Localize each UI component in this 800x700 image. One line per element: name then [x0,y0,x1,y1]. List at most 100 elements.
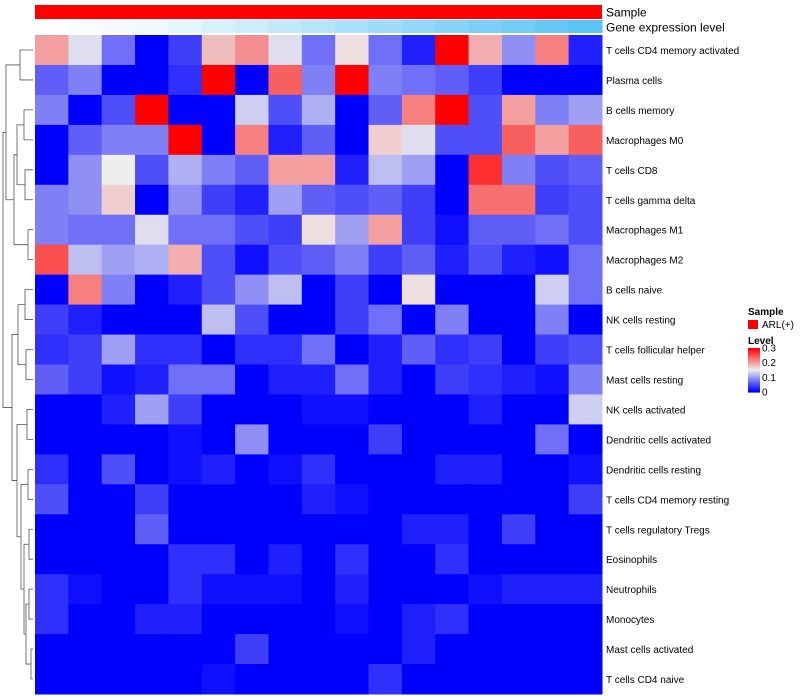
heatmap-cell [435,274,470,306]
legend-sample-swatch [748,320,758,329]
heatmap-cell [168,154,203,186]
heatmap-cell [135,514,169,545]
heatmap-cell [101,94,136,126]
heatmap-cell [301,544,336,575]
heatmap-cell [501,154,536,186]
heatmap-cell [368,184,403,216]
heatmap-cell [435,484,470,515]
heatmap-cell [401,634,436,665]
heatmap-cell [235,35,269,66]
heatmap-cell [168,544,203,575]
dendrogram-branch [26,409,33,440]
heatmap-cell [401,124,436,156]
heatmap-cell [568,394,603,425]
heatmap-cell [468,544,503,575]
heatmap-cell [335,35,370,66]
legend-gradient-step [748,357,760,360]
legend-gradient-step [748,387,760,390]
annotation-cell-expression [568,20,603,33]
legend-sample-title: Sample [748,307,784,318]
heatmap-cell [468,364,503,395]
heatmap-cell [68,484,103,515]
heatmap-cell [268,35,303,66]
heatmap-cell [301,184,336,216]
legend-gradient-step [748,351,760,353]
heatmap-cell [535,634,570,665]
row-label: Dendritic cells resting [606,465,701,476]
heatmap-cell [101,64,136,96]
legend-gradient-step [748,378,760,381]
heatmap-cells [35,35,603,695]
heatmap-cell [35,214,69,246]
heatmap-cell [35,334,69,365]
heatmap-cell [368,484,403,515]
heatmap-cell [335,424,370,455]
heatmap-cell [68,35,103,66]
heatmap-cell [268,334,303,365]
heatmap-cell [135,424,169,455]
heatmap-cell [101,514,136,545]
heatmap-cell [401,544,436,575]
heatmap-cell [235,394,269,425]
legend-gradient-step [748,360,760,362]
heatmap-cell [301,35,336,66]
heatmap-cell [101,664,136,695]
heatmap-cell [368,154,403,186]
heatmap-cell [135,214,169,246]
heatmap-cell [101,304,136,336]
heatmap-cell [435,304,470,336]
heatmap-cell [368,574,403,605]
heatmap-cell [101,484,136,515]
heatmap-cell [501,544,536,575]
heatmap-cell [235,364,269,395]
heatmap-cell [501,664,536,695]
heatmap-cell [68,604,103,635]
heatmap-cell [301,664,336,695]
heatmap-cell [68,364,103,395]
heatmap-cell [501,484,536,515]
heatmap-cell [235,244,269,276]
heatmap-cell [235,634,269,665]
legend: Sample ARL(+) Level 0.3 0.2 0.1 0 [748,307,794,399]
heatmap-cell [468,574,503,605]
heatmap-cell [501,604,536,635]
heatmap-cell [101,604,136,635]
heatmap-cell [35,424,69,455]
heatmap-cell [335,514,370,545]
legend-level-title: Level [748,336,774,347]
heatmap-cell [235,484,269,515]
heatmap-cell [301,244,336,276]
heatmap-cell [501,64,536,96]
heatmap-cell [535,574,570,605]
legend-gradient-step [748,371,760,373]
heatmap-cell [435,124,470,156]
heatmap-cell [135,364,169,395]
heatmap-cell [135,394,169,425]
heatmap-cell [68,574,103,605]
legend-gradient-step [748,367,760,370]
heatmap-cell [201,94,236,126]
heatmap-cell [368,634,403,665]
legend-level-tick: 0.2 [762,358,776,369]
dendrogram-branch [25,603,31,665]
heatmap-cell [68,424,103,455]
annotation-cell-expression [335,20,370,33]
heatmap-cell [401,154,436,186]
heatmap-cell [168,184,203,216]
heatmap-cell [535,604,570,635]
legend-gradient-step [748,365,760,368]
legend-level-gradient [748,348,760,393]
heatmap-cell [168,334,203,365]
heatmap-cell [335,574,370,605]
heatmap-cell [501,574,536,605]
heatmap-cell [68,304,103,336]
heatmap-cell [535,484,570,515]
heatmap-cell [35,244,69,276]
heatmap-cell [368,514,403,545]
heatmap-cell [335,484,370,515]
heatmap-cell [335,214,370,246]
row-label: T cells gamma delta [606,196,696,207]
heatmap-cell [35,94,69,126]
row-label: NK cells resting [606,316,675,327]
heatmap-cell [568,124,603,156]
